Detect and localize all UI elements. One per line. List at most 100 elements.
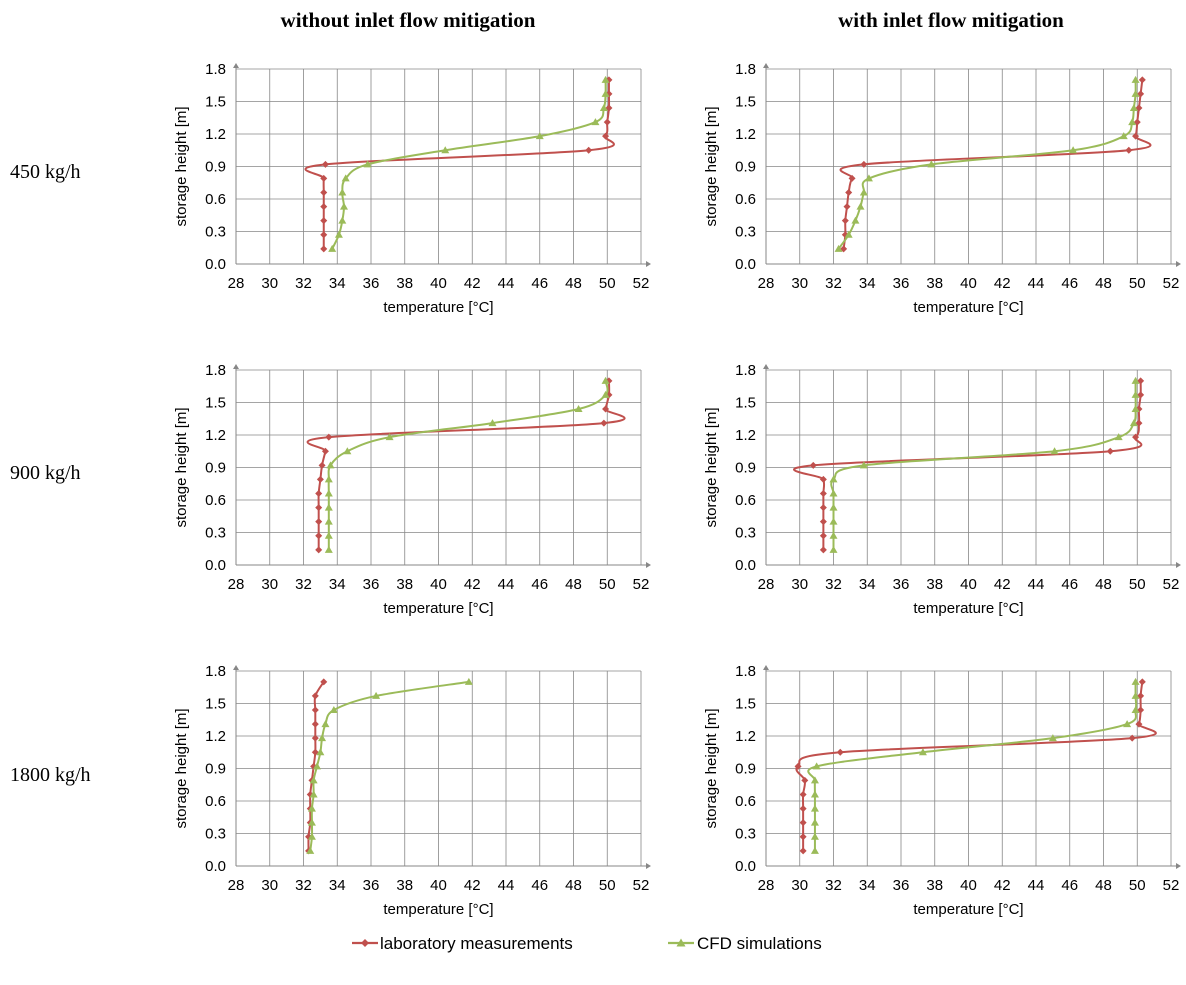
y-axis-title: storage height [m]	[703, 407, 720, 527]
x-tick-label: 28	[758, 275, 775, 292]
data-point-laboratory	[1137, 377, 1145, 385]
x-tick-label: 32	[295, 576, 312, 593]
y-axis-title: storage height [m]	[703, 708, 720, 828]
column-title-left: without inlet flow mitigation	[281, 8, 536, 32]
data-point-cfd	[1131, 677, 1140, 685]
x-tick-label: 30	[261, 275, 278, 292]
data-point-laboratory	[585, 146, 593, 154]
data-point-cfd	[307, 804, 316, 812]
data-point-cfd	[329, 706, 338, 713]
x-tick-label: 52	[633, 275, 650, 292]
data-point-cfd	[316, 748, 325, 756]
data-point-cfd	[1131, 691, 1140, 699]
data-point-cfd	[441, 146, 450, 154]
data-point-laboratory	[605, 104, 613, 112]
data-point-cfd	[599, 104, 608, 111]
data-point-cfd	[829, 531, 838, 539]
data-point-laboratory	[860, 160, 868, 168]
data-point-laboratory	[318, 461, 326, 469]
x-tick-label: 34	[859, 275, 876, 292]
y-tick-label: 0.0	[205, 557, 226, 574]
data-point-cfd	[324, 545, 333, 553]
x-tick-label: 30	[261, 877, 278, 894]
data-point-cfd	[574, 405, 583, 412]
y-axis-arrow-icon	[763, 63, 769, 68]
x-tick-label: 44	[1028, 877, 1045, 894]
series-line-cfd	[807, 681, 1138, 851]
x-tick-label: 38	[926, 275, 943, 292]
legend-label-cfd: CFD simulations	[697, 934, 822, 953]
y-tick-label: 0.3	[205, 525, 226, 542]
x-tick-label: 44	[1028, 275, 1045, 292]
x-tick-label: 42	[994, 275, 1011, 292]
data-point-laboratory	[315, 504, 323, 512]
x-tick-label: 32	[825, 275, 842, 292]
y-tick-label: 0.3	[735, 224, 756, 241]
y-tick-label: 1.8	[735, 61, 756, 78]
x-tick-label: 42	[994, 877, 1011, 894]
x-axis-arrow-icon	[646, 261, 651, 267]
data-point-cfd	[318, 734, 327, 742]
y-tick-label: 1.2	[205, 427, 226, 444]
data-point-laboratory	[840, 245, 848, 253]
x-tick-label: 48	[1095, 877, 1112, 894]
data-point-cfd	[601, 376, 610, 384]
y-tick-label: 0.6	[735, 793, 756, 810]
x-tick-label: 36	[363, 275, 380, 292]
chart-panel: 28 30 32 34 36 38 40 42 44 46 48 50 52 0.0 0.3 0.6 0.9 1.…	[703, 663, 1181, 918]
x-tick-label: 28	[228, 576, 245, 593]
data-point-cfd	[810, 804, 819, 812]
data-point-laboratory	[799, 833, 807, 841]
series-line-cfd	[331, 79, 607, 250]
data-point-laboratory	[311, 734, 319, 742]
series-line-laboratory	[793, 380, 1143, 550]
y-tick-label: 1.8	[205, 61, 226, 78]
y-tick-label: 0.9	[205, 761, 226, 778]
x-axis-title: temperature [°C]	[383, 600, 493, 617]
data-point-cfd	[844, 230, 853, 238]
x-tick-label: 50	[599, 576, 616, 593]
x-tick-label: 28	[758, 877, 775, 894]
data-point-laboratory	[320, 203, 328, 211]
data-point-cfd	[864, 174, 873, 182]
x-tick-label: 36	[363, 877, 380, 894]
y-axis-title: storage height [m]	[173, 708, 190, 828]
data-point-laboratory	[794, 762, 802, 770]
data-point-cfd	[324, 489, 333, 497]
y-tick-label: 1.2	[735, 728, 756, 745]
x-tick-label: 32	[295, 275, 312, 292]
x-axis-title: temperature [°C]	[383, 299, 493, 316]
data-point-laboratory	[325, 433, 333, 441]
y-axis-arrow-icon	[763, 364, 769, 369]
data-point-cfd	[834, 244, 843, 252]
data-point-cfd	[385, 433, 394, 441]
data-point-cfd	[343, 447, 352, 455]
data-point-laboratory	[1128, 734, 1136, 742]
data-point-laboratory	[1135, 419, 1143, 427]
legend-marker-triangle-icon	[676, 938, 686, 947]
data-point-laboratory	[315, 518, 323, 526]
data-point-laboratory	[1138, 76, 1146, 84]
data-point-laboratory	[315, 532, 323, 540]
x-tick-label: 46	[1061, 576, 1078, 593]
y-tick-label: 0.3	[735, 525, 756, 542]
x-tick-label: 32	[825, 877, 842, 894]
data-point-laboratory	[320, 189, 328, 196]
data-point-cfd	[601, 89, 610, 97]
data-point-laboratory	[843, 203, 851, 211]
series-line-laboratory	[304, 79, 615, 249]
y-tick-label: 1.2	[735, 126, 756, 143]
x-tick-label: 42	[464, 275, 481, 292]
y-axis-arrow-icon	[233, 63, 239, 68]
y-tick-label: 0.3	[205, 224, 226, 241]
x-tick-label: 28	[228, 877, 245, 894]
y-tick-label: 1.8	[735, 663, 756, 680]
x-tick-label: 34	[329, 576, 346, 593]
x-tick-label: 34	[329, 275, 346, 292]
data-point-cfd	[601, 390, 610, 398]
x-tick-label: 34	[859, 877, 876, 894]
data-point-cfd	[324, 531, 333, 539]
data-point-cfd	[810, 846, 819, 854]
x-tick-label: 30	[791, 877, 808, 894]
y-tick-label: 1.5	[735, 696, 756, 713]
